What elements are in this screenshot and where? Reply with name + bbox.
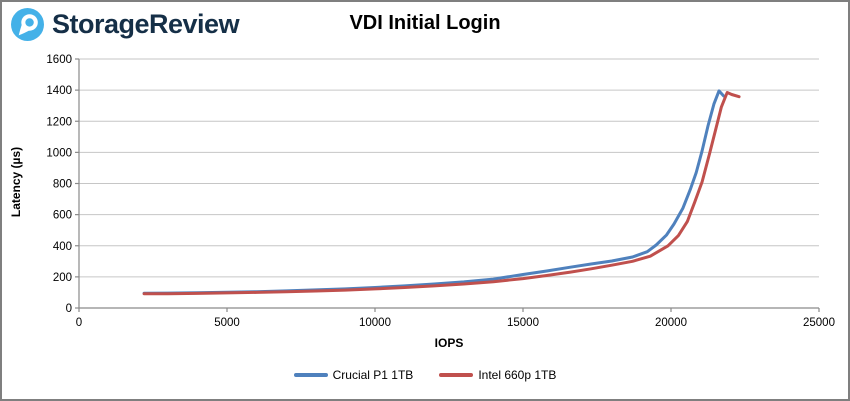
y-tick-label: 1000: [46, 147, 72, 159]
x-tick-label: 25000: [803, 317, 835, 329]
y-tick-label: 400: [53, 241, 72, 253]
y-tick-label: 1600: [46, 54, 72, 66]
legend-swatch-crucial: [293, 373, 328, 377]
x-tick-label: 0: [76, 317, 82, 329]
legend-label-crucial: Crucial P1 1TB: [332, 368, 414, 382]
x-tick-label: 15000: [507, 317, 539, 329]
brand-name: StorageReview: [52, 9, 240, 39]
series-line-intel-660p-1tb: [142, 91, 741, 296]
y-tick-label: 1400: [46, 85, 72, 97]
x-tick-label: 5000: [214, 317, 240, 329]
legend-label-intel: Intel 660p 1TB: [478, 368, 557, 382]
chart-title: VDI Initial Login: [349, 12, 501, 34]
brand-header: StorageReview: [11, 8, 240, 41]
y-tick-label: 1200: [46, 116, 72, 128]
legend: Crucial P1 1TB Intel 660p 1TB: [2, 368, 848, 382]
y-tick-label: 600: [53, 210, 72, 222]
y-axis-title: Latency (µs): [9, 146, 23, 218]
y-tick-label: 0: [66, 303, 72, 315]
y-tick-label: 200: [53, 272, 72, 284]
x-tick-label: 20000: [655, 317, 687, 329]
storagereview-pin-icon: [11, 8, 44, 41]
x-axis-title: IOPS: [434, 336, 464, 350]
legend-item-crucial: Crucial P1 1TB: [293, 368, 414, 382]
x-tick-label: 10000: [359, 317, 391, 329]
y-tick-label: 800: [53, 179, 72, 191]
legend-item-intel: Intel 660p 1TB: [439, 368, 556, 382]
legend-swatch-intel: [439, 373, 474, 377]
